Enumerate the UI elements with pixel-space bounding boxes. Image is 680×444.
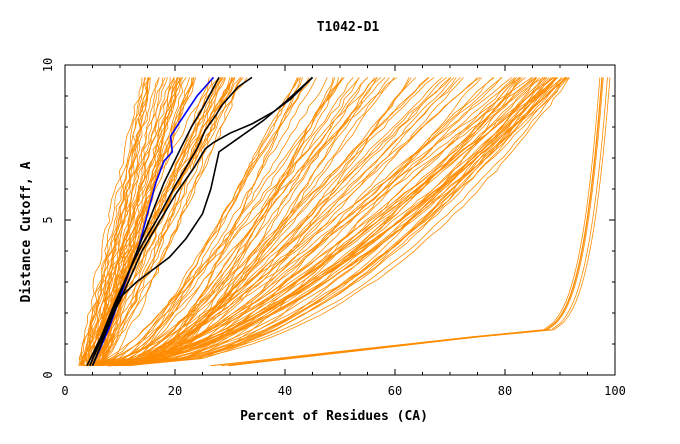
model-curve — [103, 77, 417, 367]
model-curve — [128, 77, 336, 367]
model-curve — [115, 77, 368, 367]
model-curve — [86, 77, 310, 367]
model-curve — [107, 77, 518, 367]
model-curve — [113, 77, 299, 367]
model-curve — [109, 77, 559, 367]
model-curve — [85, 77, 168, 366]
model-curve — [82, 77, 150, 366]
model-curve — [108, 77, 570, 367]
series-highlight-black-2 — [89, 76, 253, 366]
x-tick-label: 40 — [278, 384, 292, 398]
model-curve — [108, 77, 523, 367]
axis-ticks — [64, 64, 616, 376]
model-curve — [124, 77, 303, 367]
model-curve — [85, 77, 145, 366]
model-curve — [90, 77, 430, 367]
model-curve — [220, 77, 603, 367]
model-curve — [100, 77, 179, 366]
series-highlight-blue — [91, 76, 215, 367]
model-curve — [86, 77, 160, 366]
y-tick-label: 0 — [41, 371, 55, 378]
model-curve — [97, 77, 443, 367]
model-curve — [80, 77, 143, 366]
y-tick-labels: 0 5 10 — [41, 58, 55, 379]
model-curve — [95, 77, 536, 367]
chart-title: T1042-D1 — [317, 20, 380, 35]
model-curve — [90, 77, 545, 367]
y-tick-label: 10 — [41, 58, 55, 72]
model-curve — [107, 77, 547, 367]
x-tick-labels: 0 20 40 60 80 100 — [61, 384, 625, 398]
model-curve — [102, 77, 457, 367]
model-curve — [83, 77, 533, 367]
model-curve — [104, 77, 235, 367]
model-curve — [83, 77, 195, 366]
model-curve — [89, 77, 455, 367]
model-curve — [85, 77, 429, 367]
model-curve — [94, 77, 242, 367]
model-curve — [228, 77, 608, 367]
model-curve — [91, 77, 175, 366]
model-curve — [125, 77, 360, 367]
model-curve — [99, 77, 175, 366]
model-curve — [93, 77, 378, 367]
model-curve — [107, 77, 533, 367]
model-curve — [102, 77, 360, 367]
model-curve — [78, 77, 152, 366]
model-curve — [92, 77, 160, 366]
model-curve — [109, 77, 568, 367]
x-tick-label: 100 — [604, 384, 626, 398]
series-highlight-black-3 — [86, 76, 314, 367]
model-curve — [108, 77, 313, 367]
model-curve — [92, 77, 503, 367]
model-curve — [108, 77, 521, 367]
model-curve — [95, 77, 343, 367]
model-curve — [210, 77, 601, 367]
model-curve — [211, 77, 611, 367]
model-curve — [109, 77, 563, 367]
model-curve — [120, 77, 302, 367]
model-curve — [96, 77, 233, 366]
x-axis-label: Percent of Residues (CA) — [240, 409, 428, 424]
x-tick-label: 60 — [388, 384, 402, 398]
model-curve — [96, 77, 213, 366]
model-curve — [109, 77, 566, 367]
model-curve — [108, 77, 550, 367]
model-curve — [83, 77, 317, 367]
model-curve — [98, 77, 412, 367]
model-curve — [96, 77, 236, 366]
series-highlight-black-4 — [91, 76, 314, 367]
background-model-curves — [78, 77, 611, 367]
model-curve — [108, 77, 520, 367]
model-curve — [123, 77, 495, 367]
highlighted-model-curves — [86, 76, 314, 367]
model-curve — [96, 77, 435, 367]
model-curve — [104, 77, 222, 366]
x-tick-label: 80 — [498, 384, 512, 398]
model-curve — [85, 77, 515, 367]
x-tick-label: 20 — [168, 384, 182, 398]
series-highlight-black-1 — [89, 77, 220, 367]
model-curve — [120, 77, 382, 367]
model-curve — [110, 77, 540, 367]
model-curve — [113, 77, 517, 367]
model-curve — [227, 77, 603, 367]
model-curve — [100, 77, 224, 366]
y-tick-label: 5 — [41, 216, 55, 223]
y-axis-label: Distance Cutoff, A — [19, 161, 34, 302]
model-curve — [121, 77, 369, 367]
model-curve — [85, 77, 398, 367]
model-curve — [109, 77, 552, 367]
model-curve — [97, 77, 481, 367]
x-tick-label: 0 — [61, 384, 68, 398]
model-curve — [81, 77, 175, 366]
model-curve — [81, 77, 171, 366]
model-curve — [228, 77, 604, 367]
model-curve — [107, 77, 298, 367]
model-curve — [86, 77, 513, 367]
